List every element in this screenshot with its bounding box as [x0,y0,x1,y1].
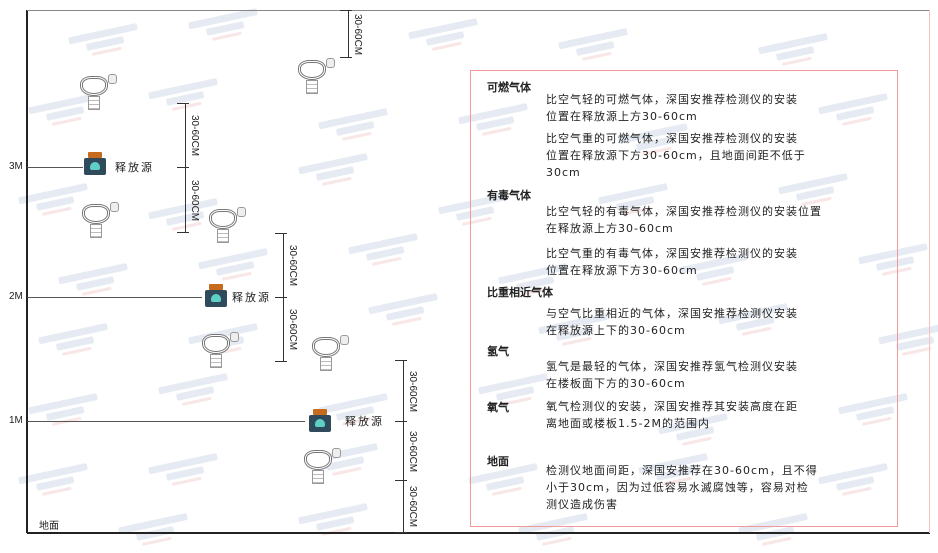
ground-label: 地面 [39,521,59,532]
source-label: 释放源 [115,161,154,174]
section-text: 比空气重的可燃气体，深国安推荐检测仪的安装 位置在释放源下方30-60cm，且地… [546,132,806,179]
dimension-label: 30-60CM [407,430,418,472]
dimension-label: 30-60CM [189,179,200,221]
gas-source-icon [204,284,228,308]
section-text: 比空气轻的有毒气体，深国安推荐检测仪的安装位置 在释放源上方30-60cm [546,205,822,235]
source-label: 释放源 [232,291,271,304]
gas-detector-icon [296,56,336,96]
right-border [929,10,930,533]
gas-source-icon [308,409,332,433]
dimension-tick [340,57,352,58]
dimension-tick [177,103,189,104]
section-text: 比空气轻的可燃气体，深国安推荐检测仪的安装 位置在释放源上方30-60cm [546,93,798,123]
watermark-logo [28,393,102,433]
dimension-line [348,10,349,57]
section-text: 氧气检测仪的安装，深国安推荐其安装高度在距 离地面或楼板1.5-2M的范围内 [546,400,798,430]
dimension-line [403,480,404,532]
dimension-tick [395,421,407,422]
dimension-label: 30-60CM [407,370,418,412]
dimension-line [283,297,284,361]
dimension-tick [275,297,287,298]
dimension-label: 30-60CM [287,309,298,351]
watermark-logo [158,373,232,413]
watermark-logo [38,323,112,363]
level-1m-label: 1M [9,415,23,426]
section-title: 地面 [487,455,509,468]
watermark-logo [368,293,442,333]
dimension-label: 30-60CM [189,115,200,157]
source-label: 释放源 [345,415,384,428]
dimension-tick [395,480,407,481]
dimension-tick [275,233,287,234]
watermark-logo [348,233,422,273]
floor-line [27,532,930,534]
ceiling-line [27,10,930,11]
section-title: 氢气 [487,345,509,358]
dimension-line [283,233,284,297]
watermark-logo [298,503,372,543]
level-2m-label: 2M [9,291,23,302]
watermark-logo [318,108,392,148]
section-title: 有毒气体 [487,189,531,202]
watermark-logo [188,8,262,48]
section-text: 与空气比重相近的气体，深国安推荐检测仪安装 在释放源上下的30-60cm [546,307,798,337]
watermark-logo [558,28,632,68]
level-1m-line [27,421,305,422]
section-title: 可燃气体 [487,81,531,94]
dimension-tick [340,10,352,11]
left-wall [26,10,28,533]
watermark-logo [758,33,832,73]
dimension-line [185,103,186,167]
watermark-logo [298,153,372,193]
section-text: 检测仪地面间距，深国安推荐在30-60cm，且不得 小于30cm，因为过低容易水… [546,464,818,511]
watermark-logo [68,23,142,63]
dimension-tick [177,232,189,233]
gas-detector-icon [207,205,247,245]
dimension-tick [177,167,189,168]
section-text: 氢气是最轻的气体，深国安推荐氢气检测仪安装 在楼板面下方的30-60cm [546,360,798,390]
watermark-logo [148,453,222,493]
dimension-label: 30-60CM [287,245,298,287]
gas-detector-icon [80,200,120,240]
section-title: 比重相近气体 [487,286,553,299]
level-3m-line [27,167,83,168]
gas-detector-icon [310,333,350,373]
level-2m-line [27,297,202,298]
dimension-tick [395,532,407,533]
gas-detector-icon [78,72,118,112]
dimension-tick [395,360,407,361]
level-3m-label: 3M [9,161,23,172]
dimension-line [403,360,404,421]
dimension-label: 30-60CM [352,13,363,55]
installation-notes-panel: 可燃气体 比空气轻的可燃气体，深国安推荐检测仪的安装 位置在释放源上方30-60… [470,70,898,527]
dimension-line [403,421,404,480]
dimension-tick [275,361,287,362]
watermark-logo [18,463,92,503]
dimension-line [185,167,186,232]
section-title: 氧气 [487,401,509,414]
watermark-logo [198,248,272,288]
section-text: 比空气重的有毒气体，深国安推荐检测仪的安装 位置在释放源下方30-60cm [546,247,798,277]
gas-detector-icon [200,330,240,370]
gas-detector-icon [302,446,342,486]
dimension-label: 30-60CM [407,486,418,528]
gas-source-icon [83,152,107,176]
watermark-logo [408,18,482,58]
